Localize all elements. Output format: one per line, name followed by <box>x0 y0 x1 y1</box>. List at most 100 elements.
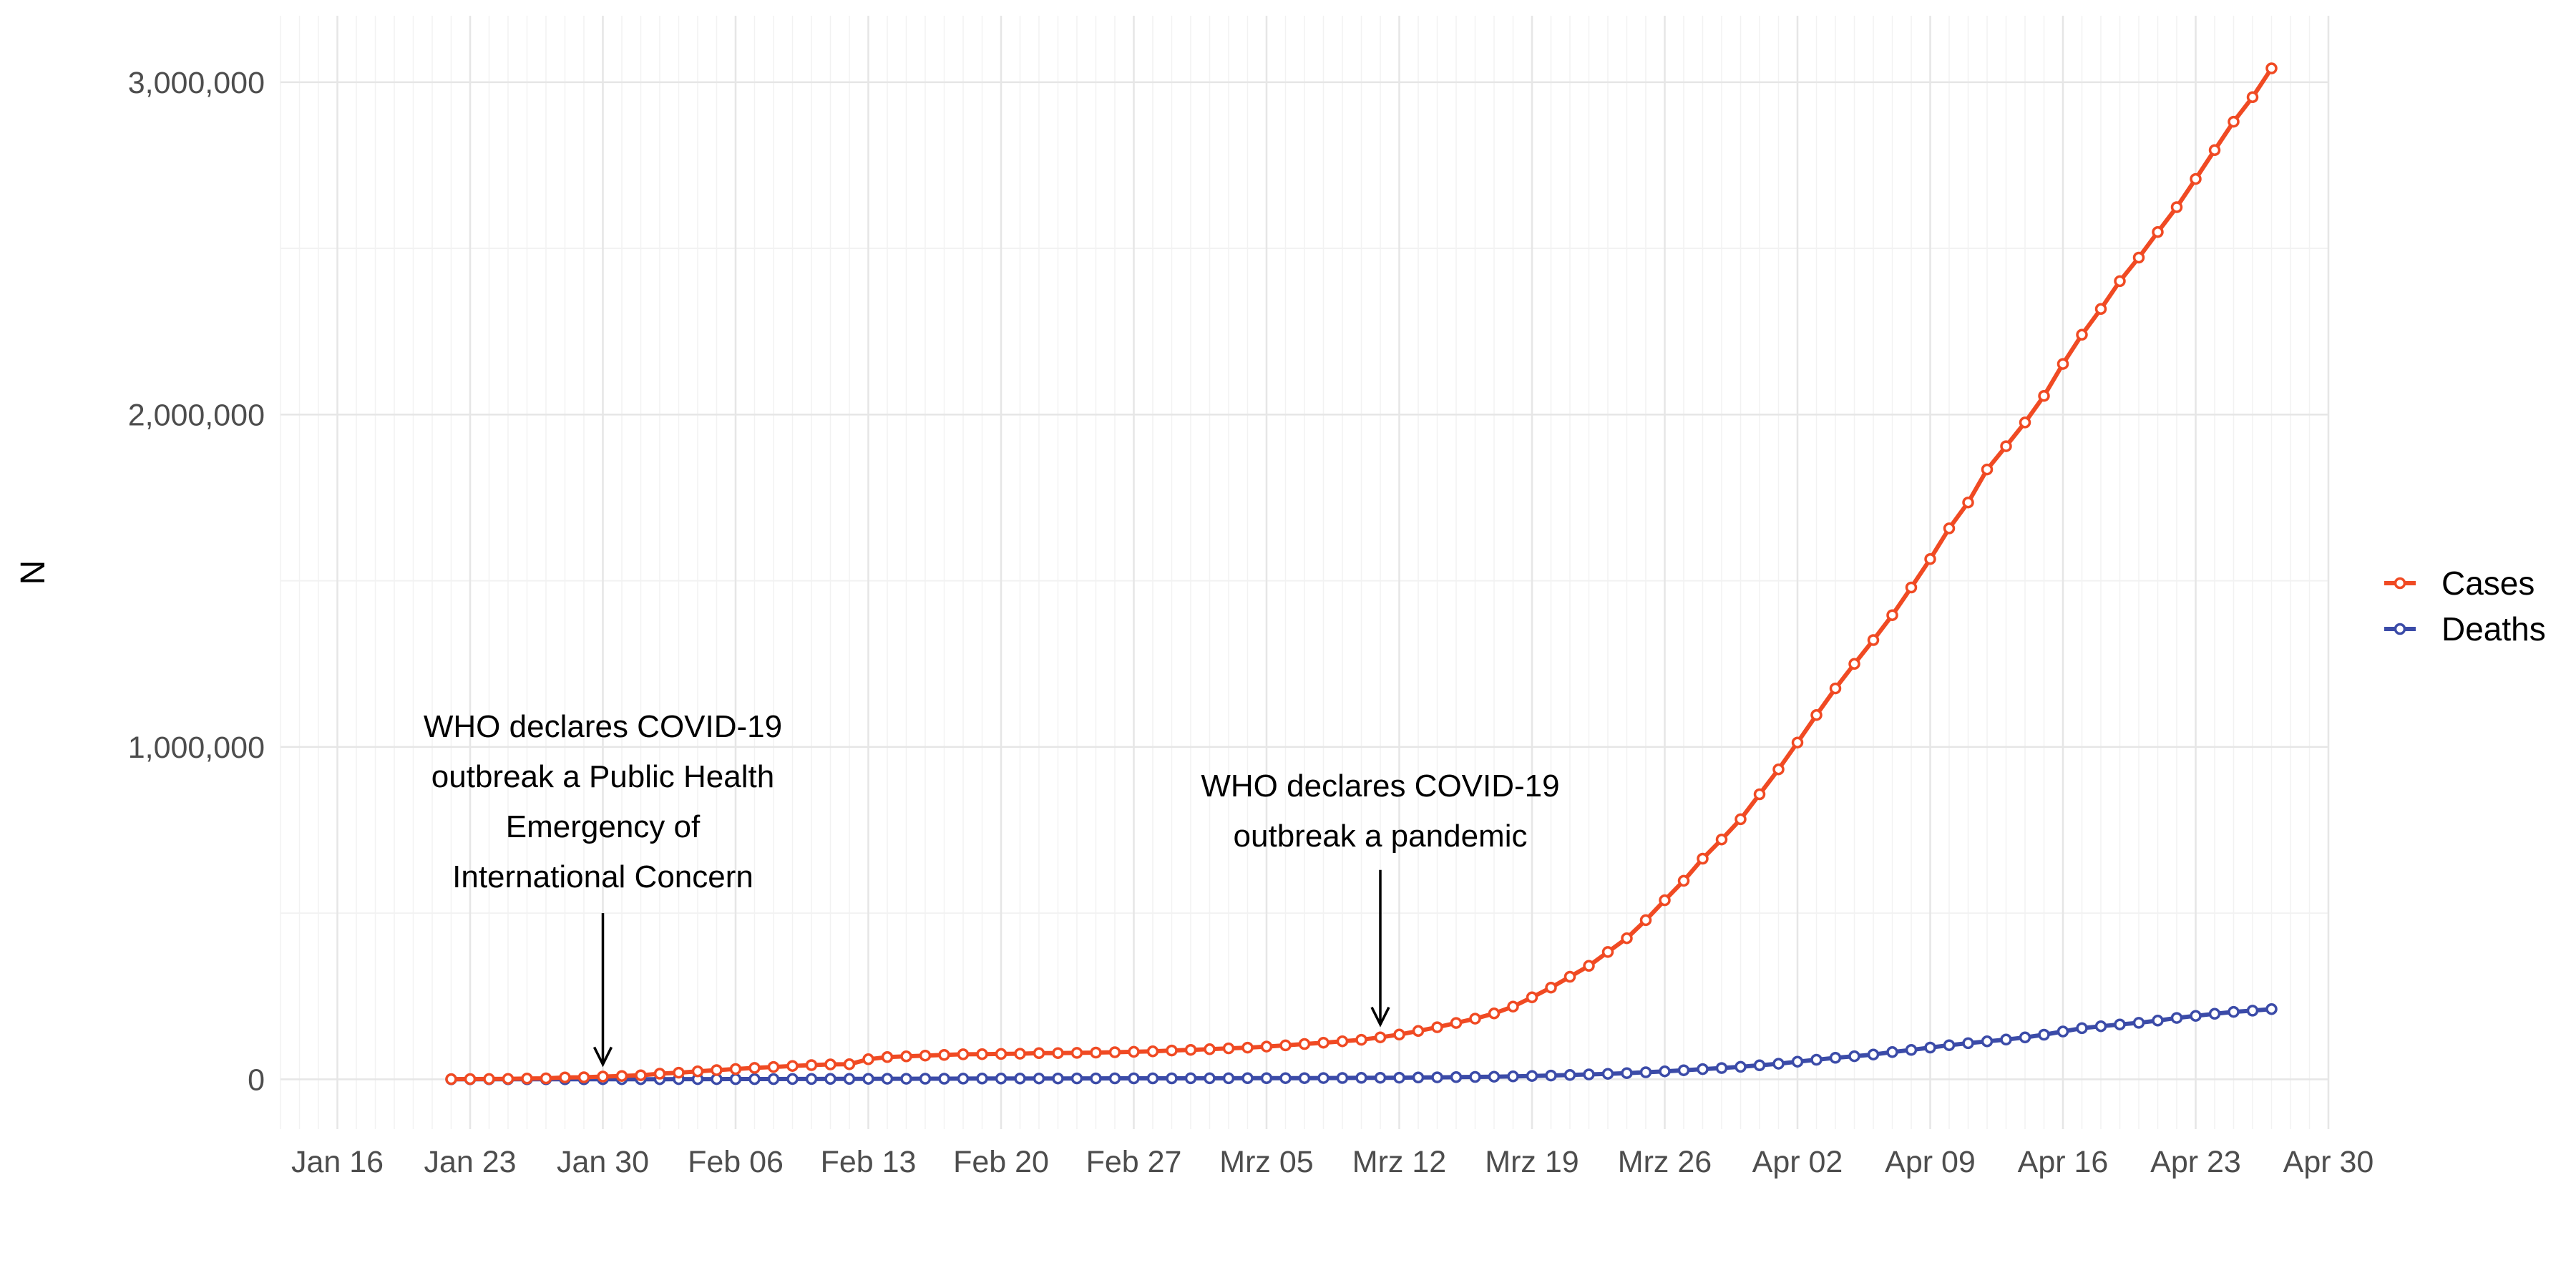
data-point-cases <box>1336 1035 1349 1048</box>
x-tick-label: Apr 16 <box>2018 1145 2109 1179</box>
data-point-cases <box>711 1064 723 1076</box>
data-point-cases <box>748 1062 761 1074</box>
x-tick-label: Jan 23 <box>424 1145 516 1179</box>
x-tick-label: Jan 16 <box>291 1145 384 1179</box>
data-point-cases <box>1374 1031 1387 1043</box>
x-tick-label: Feb 13 <box>821 1145 917 1179</box>
annotation-text-line: outbreak a Public Health <box>431 759 774 794</box>
data-point-deaths <box>1772 1058 1785 1070</box>
data-point-deaths <box>2170 1012 2183 1024</box>
y-axis-ticks: 0 1,000,000 2,000,000 3,000,000 <box>128 66 265 1097</box>
data-point-cases <box>1204 1043 1216 1055</box>
data-point-deaths <box>1981 1035 1994 1048</box>
data-point-cases <box>1526 991 1538 1004</box>
data-point-cases <box>729 1063 742 1075</box>
data-point-cases <box>1905 581 1918 594</box>
x-tick-label: Feb 20 <box>953 1145 1049 1179</box>
data-point-deaths <box>2190 1010 2202 1022</box>
data-point-cases <box>1014 1048 1026 1060</box>
data-point-deaths <box>957 1073 970 1085</box>
x-tick-label: Feb 27 <box>1086 1145 1182 1179</box>
data-point-cases <box>1962 496 1974 509</box>
data-point-cases <box>2190 172 2202 185</box>
data-point-deaths <box>2265 1002 2278 1015</box>
data-point-cases <box>1033 1047 1045 1060</box>
x-tick-label: Apr 23 <box>2150 1145 2241 1179</box>
x-tick-label: Apr 02 <box>1752 1145 1843 1179</box>
data-point-cases <box>1697 852 1709 865</box>
data-point-deaths <box>1090 1072 1102 1085</box>
data-point-deaths <box>1014 1073 1026 1085</box>
data-point-cases <box>2246 91 2259 104</box>
data-point-deaths <box>1545 1069 1557 1082</box>
data-point-deaths <box>1639 1066 1652 1078</box>
data-point-deaths <box>1886 1046 1898 1058</box>
data-point-deaths <box>1108 1072 1121 1085</box>
data-point-cases <box>1659 894 1671 907</box>
data-point-cases <box>2228 115 2240 128</box>
data-point-cases <box>2132 251 2145 264</box>
annotation-arrowhead <box>592 1046 613 1068</box>
data-point-cases <box>521 1073 533 1085</box>
data-point-cases <box>1052 1047 1064 1059</box>
data-point-deaths <box>1298 1072 1311 1084</box>
data-point-cases <box>1412 1025 1425 1038</box>
data-point-cases <box>1279 1039 1292 1052</box>
data-point-deaths <box>2208 1008 2221 1020</box>
data-point-deaths <box>1659 1065 1671 1078</box>
data-point-cases <box>862 1053 874 1065</box>
legend-key-point-deaths <box>2394 623 2406 635</box>
data-point-cases <box>805 1059 818 1071</box>
data-point-deaths <box>786 1073 799 1085</box>
data-point-cases <box>957 1048 970 1060</box>
data-point-deaths <box>976 1073 988 1085</box>
data-point-cases <box>2265 62 2278 74</box>
data-point-cases <box>919 1049 932 1062</box>
data-point-deaths <box>881 1073 894 1085</box>
annotation-arrowhead <box>1370 1006 1390 1028</box>
data-point-deaths <box>1260 1072 1273 1085</box>
data-point-cases <box>1545 981 1557 994</box>
data-point-cases <box>1241 1041 1254 1054</box>
data-point-cases <box>540 1072 552 1085</box>
x-tick-label: Mrz 19 <box>1485 1145 1579 1179</box>
data-point-cases <box>1355 1033 1367 1046</box>
data-point-cases <box>1924 553 1936 565</box>
data-point-deaths <box>805 1073 818 1085</box>
x-tick-label: Jan 30 <box>557 1145 649 1179</box>
legend: Cases Deaths <box>2384 565 2546 648</box>
annotation-text-line: Emergency of <box>506 809 701 844</box>
data-point-deaths <box>1241 1072 1254 1085</box>
data-point-cases <box>1488 1008 1501 1020</box>
legend-label-cases: Cases <box>2441 565 2534 602</box>
data-point-deaths <box>2019 1031 2031 1044</box>
data-point-cases <box>1715 833 1728 846</box>
data-point-cases <box>2170 201 2183 213</box>
data-point-cases <box>2019 416 2031 429</box>
data-point-cases <box>635 1069 647 1081</box>
data-point-deaths <box>1279 1072 1292 1084</box>
annotation-text-line: International Concern <box>452 859 753 894</box>
data-point-deaths <box>1222 1072 1235 1085</box>
data-point-deaths <box>1184 1072 1197 1085</box>
data-point-deaths <box>1526 1070 1538 1082</box>
x-tick-label: Mrz 05 <box>1219 1145 1313 1179</box>
data-point-cases <box>1450 1017 1463 1029</box>
data-point-cases <box>577 1071 590 1083</box>
annotation-text-line: WHO declares COVID-19 <box>1201 769 1559 804</box>
x-axis-ticks: Jan 16 Jan 23 Jan 30 Feb 06 Feb 13 Feb 20 Feb … <box>291 1145 2373 1179</box>
data-point-deaths <box>995 1073 1008 1085</box>
data-point-deaths <box>1962 1037 1974 1050</box>
data-point-deaths <box>1166 1072 1178 1085</box>
data-point-cases <box>1108 1046 1121 1058</box>
annotation-text-line: outbreak a pandemic <box>1234 819 1528 854</box>
data-point-cases <box>1886 609 1898 621</box>
data-point-deaths <box>1848 1050 1860 1063</box>
data-point-deaths <box>2076 1022 2088 1035</box>
data-point-cases <box>1943 522 1956 535</box>
y-axis-title: N <box>14 560 52 585</box>
data-point-cases <box>464 1073 477 1085</box>
data-point-cases <box>1222 1042 1235 1055</box>
y-tick-label: 3,000,000 <box>128 66 265 100</box>
